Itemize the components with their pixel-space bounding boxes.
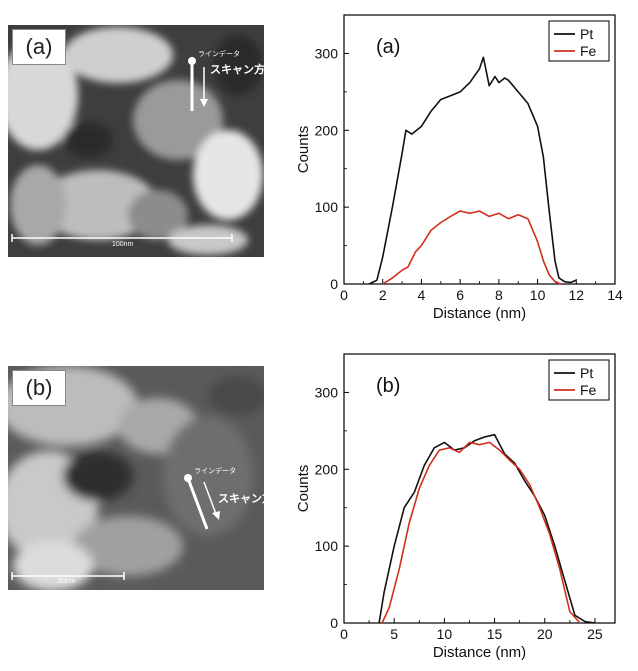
- y-tick-label: 100: [315, 199, 339, 215]
- plot-panel-label: (a): [376, 36, 400, 58]
- micrograph-b: (b) ラインデータ スキャン方向 50nm: [8, 366, 264, 590]
- micrograph-b-label: (b): [12, 370, 66, 406]
- y-tick-label: 300: [315, 45, 339, 61]
- plot-panel-label: (b): [376, 375, 400, 397]
- legend-label-pt: Pt: [580, 26, 593, 42]
- legend-box: [548, 20, 610, 62]
- x-tick-label: 5: [390, 626, 398, 642]
- series-line-pt: [368, 56, 577, 285]
- micrograph-a: (a) ラインデータ スキャン方向 100nm: [8, 25, 264, 257]
- x-axis-label: Distance (nm): [433, 305, 526, 322]
- line-data-label-b: ラインデータ: [194, 468, 236, 475]
- legend-label-fe: Fe: [580, 382, 597, 398]
- chart-1-group: 0 5 10 15 20 25 0 100 200 300 Distance (nm) Counts (…: [295, 353, 616, 661]
- x-tick-label: 15: [487, 626, 503, 642]
- micrograph-a-label: (a): [12, 29, 66, 65]
- y-axis-label: Counts: [295, 465, 312, 513]
- y-tick-label: 0: [330, 276, 338, 292]
- scale-text-b: 50nm: [58, 578, 76, 585]
- y-tick-label: 200: [315, 122, 339, 138]
- y-tick-label: 200: [315, 461, 339, 477]
- x-tick-label: 25: [587, 626, 603, 642]
- y-axis-label: Counts: [295, 126, 312, 174]
- series-line-fe: [382, 210, 562, 285]
- series-line-fe: [381, 441, 581, 624]
- x-tick-label: 0: [340, 626, 348, 642]
- micrograph-a-texture: [8, 25, 264, 257]
- x-tick-label: 4: [418, 287, 426, 303]
- legend-box: [548, 359, 610, 401]
- scale-text-a: 100nm: [112, 241, 134, 248]
- plot-frame: [343, 353, 616, 624]
- y-tick-label: 300: [315, 384, 339, 400]
- chart-0-group: 0 2 4 6 8 10 12 14 0 100 200 300 Distance (nm) Counts…: [295, 14, 623, 322]
- x-tick-label: 10: [437, 626, 453, 642]
- scan-direction-label-b: スキャン方向: [218, 493, 264, 505]
- x-tick-label: 8: [495, 287, 503, 303]
- scan-direction-label-a: スキャン方向: [210, 64, 264, 76]
- x-tick-label: 2: [379, 287, 387, 303]
- plot-frame: [343, 14, 616, 285]
- legend-label-fe: Fe: [580, 43, 597, 59]
- line-data-label-a: ラインデータ: [198, 51, 240, 58]
- y-tick-label: 100: [315, 538, 339, 554]
- legend-label-pt: Pt: [580, 365, 593, 381]
- x-tick-label: 6: [456, 287, 464, 303]
- series-line-pt: [378, 433, 596, 624]
- x-axis-label: Distance (nm): [433, 644, 526, 661]
- y-tick-label: 0: [330, 615, 338, 631]
- x-tick-label: 12: [568, 287, 584, 303]
- x-tick-label: 0: [340, 287, 348, 303]
- x-tick-label: 14: [607, 287, 623, 303]
- x-tick-label: 20: [537, 626, 553, 642]
- x-tick-label: 10: [530, 287, 546, 303]
